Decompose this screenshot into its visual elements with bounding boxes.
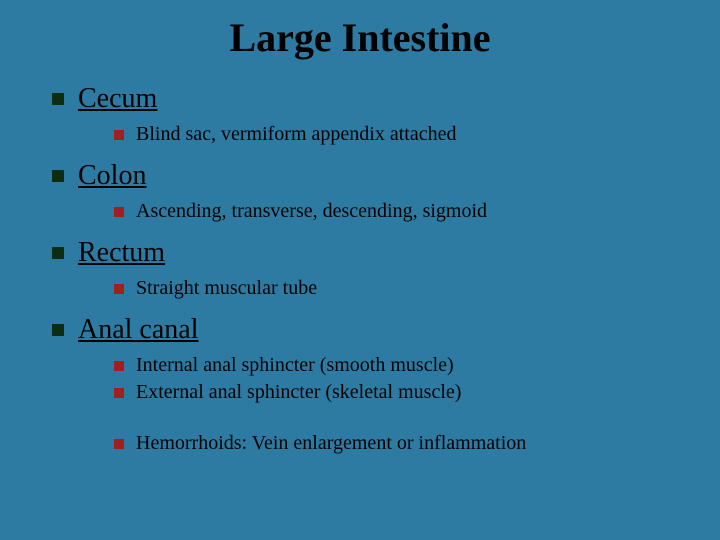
list-item: Straight muscular tube: [114, 277, 680, 300]
item-text: Ascending, transverse, descending, sigmo…: [136, 200, 487, 223]
square-bullet-icon: [114, 388, 124, 398]
section-heading-row: Rectum: [52, 237, 680, 269]
section: Colon Ascending, transverse, descending,…: [52, 160, 680, 223]
section-heading-row: Colon: [52, 160, 680, 192]
item-text: Hemorrhoids: Vein enlargement or inflamm…: [136, 432, 526, 455]
section-heading-row: Cecum: [52, 83, 680, 115]
section-heading: Cecum: [78, 83, 157, 115]
section-items: Blind sac, vermiform appendix attached: [114, 123, 680, 146]
section: Cecum Blind sac, vermiform appendix atta…: [52, 83, 680, 146]
section-heading: Anal canal: [78, 314, 199, 346]
list-item: External anal sphincter (skeletal muscle…: [114, 381, 680, 404]
blank-row: [114, 408, 680, 432]
item-text: Straight muscular tube: [136, 277, 317, 300]
item-text: External anal sphincter (skeletal muscle…: [136, 381, 461, 404]
section-items: Ascending, transverse, descending, sigmo…: [114, 200, 680, 223]
slide: Large Intestine Cecum Blind sac, vermifo…: [0, 0, 720, 489]
list-item: Ascending, transverse, descending, sigmo…: [114, 200, 680, 223]
slide-title: Large Intestine: [40, 14, 680, 61]
section: Anal canal Internal anal sphincter (smoo…: [52, 314, 680, 455]
square-bullet-icon: [52, 324, 64, 336]
section-heading: Colon: [78, 160, 146, 192]
section-heading-row: Anal canal: [52, 314, 680, 346]
square-bullet-icon: [114, 439, 124, 449]
section-items: Internal anal sphincter (smooth muscle) …: [114, 354, 680, 455]
section: Rectum Straight muscular tube: [52, 237, 680, 300]
square-bullet-icon: [52, 170, 64, 182]
square-bullet-icon: [52, 93, 64, 105]
square-bullet-icon: [114, 130, 124, 140]
square-bullet-icon: [114, 361, 124, 371]
list-item: Internal anal sphincter (smooth muscle): [114, 354, 680, 377]
square-bullet-icon: [114, 284, 124, 294]
section-heading: Rectum: [78, 237, 165, 269]
item-text: Internal anal sphincter (smooth muscle): [136, 354, 454, 377]
item-text: Blind sac, vermiform appendix attached: [136, 123, 456, 146]
square-bullet-icon: [114, 207, 124, 217]
list-item: Hemorrhoids: Vein enlargement or inflamm…: [114, 432, 680, 455]
square-bullet-icon: [52, 247, 64, 259]
list-item: Blind sac, vermiform appendix attached: [114, 123, 680, 146]
section-items: Straight muscular tube: [114, 277, 680, 300]
